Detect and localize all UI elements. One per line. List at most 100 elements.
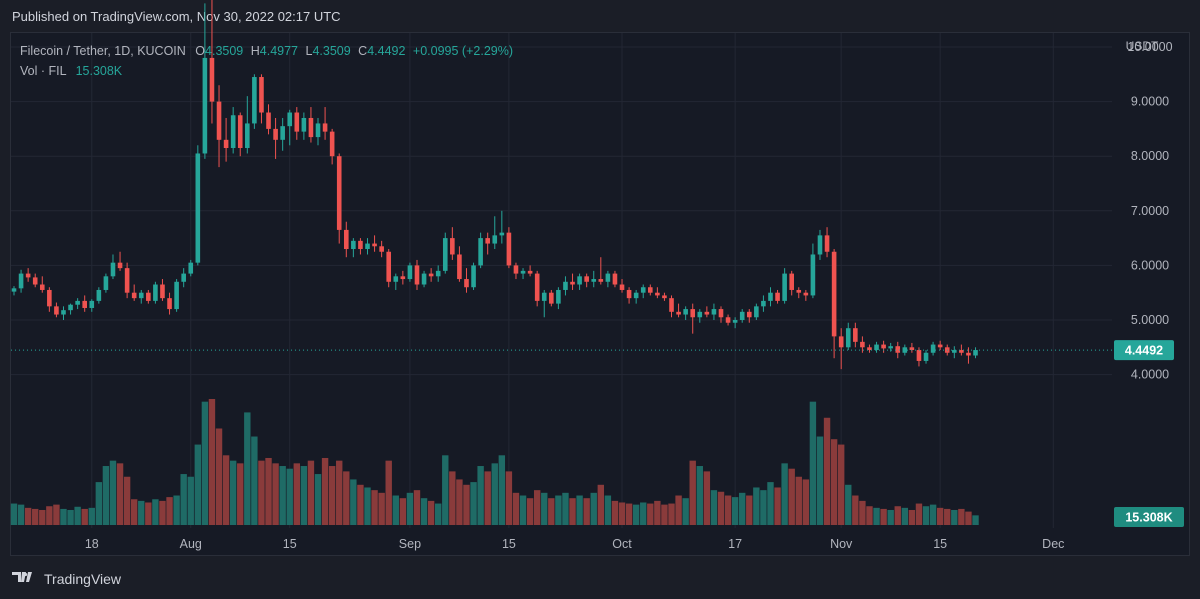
candle-body bbox=[966, 352, 971, 356]
candle-body bbox=[414, 265, 420, 285]
volume-bar bbox=[102, 466, 110, 525]
volume-bar bbox=[138, 500, 145, 525]
candle-body bbox=[61, 310, 66, 315]
volume-bar bbox=[972, 515, 979, 525]
volume-bar bbox=[484, 471, 491, 525]
candle-body bbox=[167, 298, 172, 310]
volume-bar bbox=[852, 495, 859, 525]
volume-bar bbox=[774, 487, 781, 525]
volume-bar bbox=[88, 507, 95, 525]
candle-body bbox=[322, 123, 328, 132]
volume-label: Vol · FIL bbox=[20, 64, 67, 78]
candle-body bbox=[803, 292, 809, 296]
volume-bar bbox=[152, 499, 159, 525]
volume-bar bbox=[597, 484, 605, 525]
candle-body bbox=[704, 311, 710, 315]
open-label: O bbox=[195, 44, 206, 58]
candle-body bbox=[485, 238, 490, 244]
volume-bar bbox=[81, 508, 88, 525]
candle-body bbox=[754, 306, 759, 318]
candle-body bbox=[598, 279, 604, 282]
candle-body bbox=[923, 352, 929, 361]
candle-body bbox=[68, 304, 73, 311]
candle-body bbox=[351, 240, 356, 250]
x-tick-label: 15 bbox=[283, 537, 297, 551]
candle-body bbox=[499, 232, 505, 236]
x-tick-label: Sep bbox=[399, 537, 421, 551]
symbol-name: Filecoin / Tether, 1D, KUCOIN bbox=[20, 44, 186, 58]
volume-value: 15.308K bbox=[75, 64, 123, 78]
volume-bar bbox=[548, 498, 555, 525]
candle-body bbox=[336, 156, 342, 230]
volume-bar bbox=[145, 502, 152, 525]
candle-body bbox=[549, 292, 554, 304]
volume-bar bbox=[159, 500, 166, 525]
volume-bar bbox=[286, 468, 293, 525]
volume-bar bbox=[222, 455, 230, 525]
volume-bar bbox=[668, 503, 675, 525]
grid-lines bbox=[11, 33, 1112, 528]
candle-body bbox=[96, 289, 102, 301]
volume-bar bbox=[873, 507, 880, 525]
volume-bar bbox=[95, 482, 103, 525]
brand-name: TradingView bbox=[44, 570, 122, 587]
low-label: L bbox=[305, 44, 313, 58]
volume-bar bbox=[406, 492, 414, 525]
candle-body bbox=[464, 279, 469, 288]
candle-body bbox=[223, 139, 229, 149]
candle-body bbox=[315, 123, 321, 138]
y-tick-label: 5.0000 bbox=[1131, 313, 1169, 327]
candle-body bbox=[245, 123, 250, 149]
volume-bar bbox=[781, 463, 788, 525]
candle-body bbox=[775, 292, 780, 301]
volume-bar bbox=[512, 492, 520, 525]
candle-body bbox=[937, 344, 943, 348]
candle-body bbox=[952, 350, 957, 353]
volume-bar bbox=[392, 495, 399, 525]
tradingview-logo-icon bbox=[12, 570, 38, 587]
x-tick-label: 15 bbox=[933, 537, 947, 551]
change-value: +0.0995 (+2.29%) bbox=[412, 44, 513, 58]
high-label: H bbox=[250, 44, 260, 58]
y-tick-label: 6.0000 bbox=[1131, 258, 1169, 272]
volume-bars bbox=[10, 399, 979, 525]
volume-bar bbox=[576, 495, 583, 525]
volume-bar bbox=[364, 487, 371, 525]
close-value: 4.4492 bbox=[367, 44, 406, 58]
candle-body bbox=[711, 309, 717, 315]
volume-bar bbox=[314, 474, 322, 525]
candle-body bbox=[82, 300, 87, 308]
volume-bar bbox=[67, 509, 74, 525]
chart-legend: Filecoin / Tether, 1D, KUCOIN O4.3509 H4… bbox=[20, 41, 513, 81]
candle-body bbox=[329, 131, 335, 157]
volume-bar bbox=[830, 439, 838, 525]
candle-body bbox=[768, 292, 773, 301]
volume-bar bbox=[922, 506, 930, 525]
footer-brand[interactable]: TradingView bbox=[12, 570, 121, 587]
candle-body bbox=[959, 350, 964, 353]
candle-body bbox=[619, 284, 625, 290]
candle-body bbox=[676, 311, 681, 315]
candlestick-chart[interactable]: 11.000010.00009.00008.00007.00006.00005.… bbox=[0, 0, 1200, 560]
candle-body bbox=[782, 273, 787, 301]
candle-body bbox=[393, 276, 399, 282]
x-tick-label: Dec bbox=[1042, 537, 1064, 551]
volume-bar bbox=[901, 507, 909, 525]
candle-body bbox=[584, 276, 589, 282]
candle-body bbox=[541, 292, 547, 301]
volume-bar bbox=[746, 495, 753, 525]
publish-info: Published on TradingView.com, Nov 30, 20… bbox=[12, 9, 341, 24]
volume-bar bbox=[640, 502, 647, 525]
volume-bar bbox=[569, 498, 576, 525]
y-tick-label: 8.0000 bbox=[1131, 149, 1169, 163]
time-axis: 18 Aug 15 Sep 15 Oct 17 Nov 15 Dec bbox=[85, 537, 1065, 551]
symbol-row: Filecoin / Tether, 1D, KUCOIN O4.3509 H4… bbox=[20, 41, 513, 61]
candle-body bbox=[103, 276, 109, 290]
candle-body bbox=[188, 262, 194, 274]
volume-bar bbox=[583, 498, 590, 525]
candle-body bbox=[874, 344, 879, 351]
volume-bar bbox=[533, 490, 541, 525]
candle-body bbox=[25, 273, 31, 278]
volume-bar bbox=[915, 503, 923, 525]
volume-bar bbox=[491, 463, 498, 525]
